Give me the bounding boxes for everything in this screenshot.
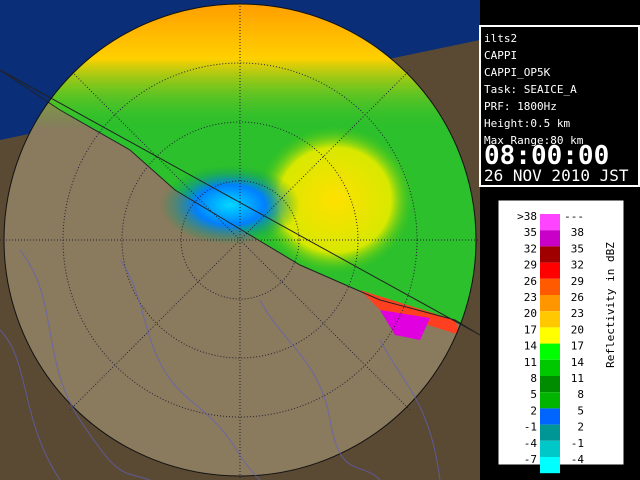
legend-high: 20 xyxy=(571,323,584,336)
legend-swatch xyxy=(540,327,560,344)
legend-high: 17 xyxy=(571,340,584,353)
legend-high: 35 xyxy=(571,242,584,255)
legend-low: 20 xyxy=(524,307,537,320)
task: Task: SEAICE_A xyxy=(484,83,577,96)
legend-low: 14 xyxy=(524,340,538,353)
legend-swatch xyxy=(540,359,560,376)
legend-swatch xyxy=(540,278,560,295)
legend-high: 32 xyxy=(571,259,584,272)
legend-high: 2 xyxy=(577,421,584,434)
legend-low: 35 xyxy=(524,226,537,239)
legend-swatch xyxy=(540,343,560,360)
legend-high: 26 xyxy=(571,291,584,304)
legend-low: >38 xyxy=(517,210,537,223)
legend-low: 5 xyxy=(530,388,537,401)
legend-low: 32 xyxy=(524,242,537,255)
legend-swatch xyxy=(540,424,560,441)
legend-swatch xyxy=(540,440,560,457)
legend-swatch xyxy=(540,457,560,474)
legend-swatch xyxy=(540,392,560,409)
legend-swatch xyxy=(540,262,560,279)
legend-high: 11 xyxy=(571,372,584,385)
legend-high: 8 xyxy=(577,388,584,401)
legend-high: 5 xyxy=(577,404,584,417)
legend-title: Reflectivity in dBZ xyxy=(604,242,617,368)
product-name: CAPPI_OP5K xyxy=(484,66,551,79)
time: 08:00:00 xyxy=(484,141,609,171)
legend-low: 8 xyxy=(530,372,537,385)
legend-swatch xyxy=(540,214,560,231)
legend-low: -4 xyxy=(524,437,538,450)
legend-high: -4 xyxy=(571,453,585,466)
legend-swatch xyxy=(540,408,560,425)
legend-low: 29 xyxy=(524,259,537,272)
product: CAPPI xyxy=(484,49,517,62)
legend-high: -1 xyxy=(571,437,584,450)
legend-high: 38 xyxy=(571,226,584,239)
legend-low: 23 xyxy=(524,291,537,304)
legend-low: -1 xyxy=(524,421,537,434)
site: ilts2 xyxy=(484,32,517,45)
map xyxy=(0,0,481,480)
legend-high: 23 xyxy=(571,307,584,320)
legend-high: 29 xyxy=(571,275,584,288)
max-range: Max Range:80 km xyxy=(484,134,584,147)
legend: >38 --- 35 38 32 35 29 32 26 29 23 26 20 23 17 20 14 17 11… xyxy=(517,210,585,474)
info-panel xyxy=(479,25,640,187)
height: Height:0.5 km xyxy=(484,117,570,130)
date: 26 NOV 2010 JST xyxy=(484,166,629,185)
legend-swatch xyxy=(540,295,560,312)
legend-low: 17 xyxy=(524,323,537,336)
legend-swatch xyxy=(540,311,560,328)
legend-low: -7 xyxy=(524,453,537,466)
legend-low: 2 xyxy=(530,404,537,417)
legend-low: 11 xyxy=(524,356,537,369)
legend-high: --- xyxy=(564,210,584,223)
prf: PRF: 1800Hz xyxy=(484,100,557,113)
legend-swatch xyxy=(540,230,560,247)
legend-high: 14 xyxy=(571,356,585,369)
legend-swatch xyxy=(540,376,560,393)
legend-panel xyxy=(497,199,625,466)
legend-low: 26 xyxy=(524,275,537,288)
legend-swatch xyxy=(540,246,560,263)
